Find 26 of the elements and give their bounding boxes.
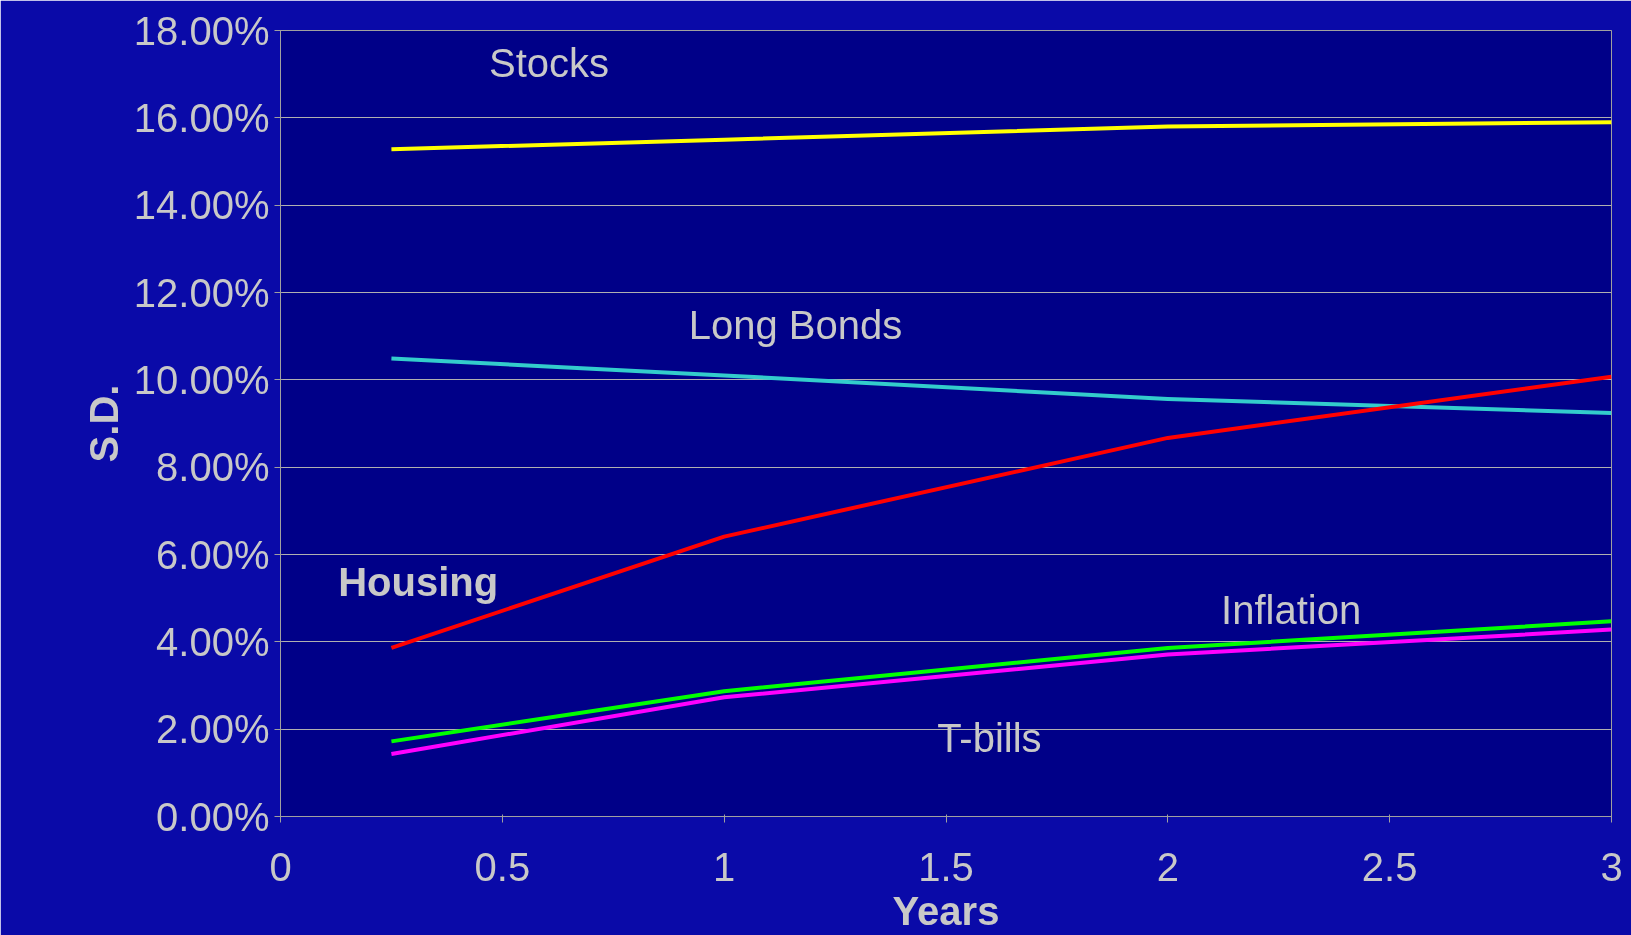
x-tick-label: 3: [1600, 844, 1623, 889]
y-tick-label: 14.00%: [133, 183, 270, 228]
series-label: Inflation: [1221, 587, 1362, 632]
line-series: [389, 627, 1612, 757]
y-tick-label: 12.00%: [133, 270, 270, 315]
x-axis-title: Years: [892, 888, 1000, 933]
x-tick-label: 0: [269, 844, 292, 889]
y-tick-label: 10.00%: [133, 357, 270, 402]
y-tick-label: 2.00%: [156, 707, 270, 752]
series-label: Long Bonds: [688, 303, 903, 348]
line-series: [389, 120, 1612, 152]
y-tick-label: 18.00%: [133, 8, 270, 53]
x-tick-label: 2: [1156, 844, 1179, 889]
y-tick-label: 16.00%: [133, 95, 270, 140]
y-tick-label: 6.00%: [156, 532, 270, 577]
y-tick-label: 4.00%: [156, 619, 270, 664]
line-series: [389, 356, 1612, 416]
x-tick-label: 0.5: [474, 844, 531, 889]
series-label: Stocks: [489, 41, 610, 86]
x-tick-label: 2.5: [1361, 844, 1418, 889]
y-tick-label: 0.00%: [156, 794, 270, 839]
y-tick-label: 8.00%: [156, 445, 270, 490]
series-label: Housing: [338, 560, 499, 605]
x-tick-label: 1.5: [918, 844, 974, 889]
y-axis-title: S.D.: [81, 384, 126, 463]
x-tick-label: 1: [713, 844, 736, 889]
